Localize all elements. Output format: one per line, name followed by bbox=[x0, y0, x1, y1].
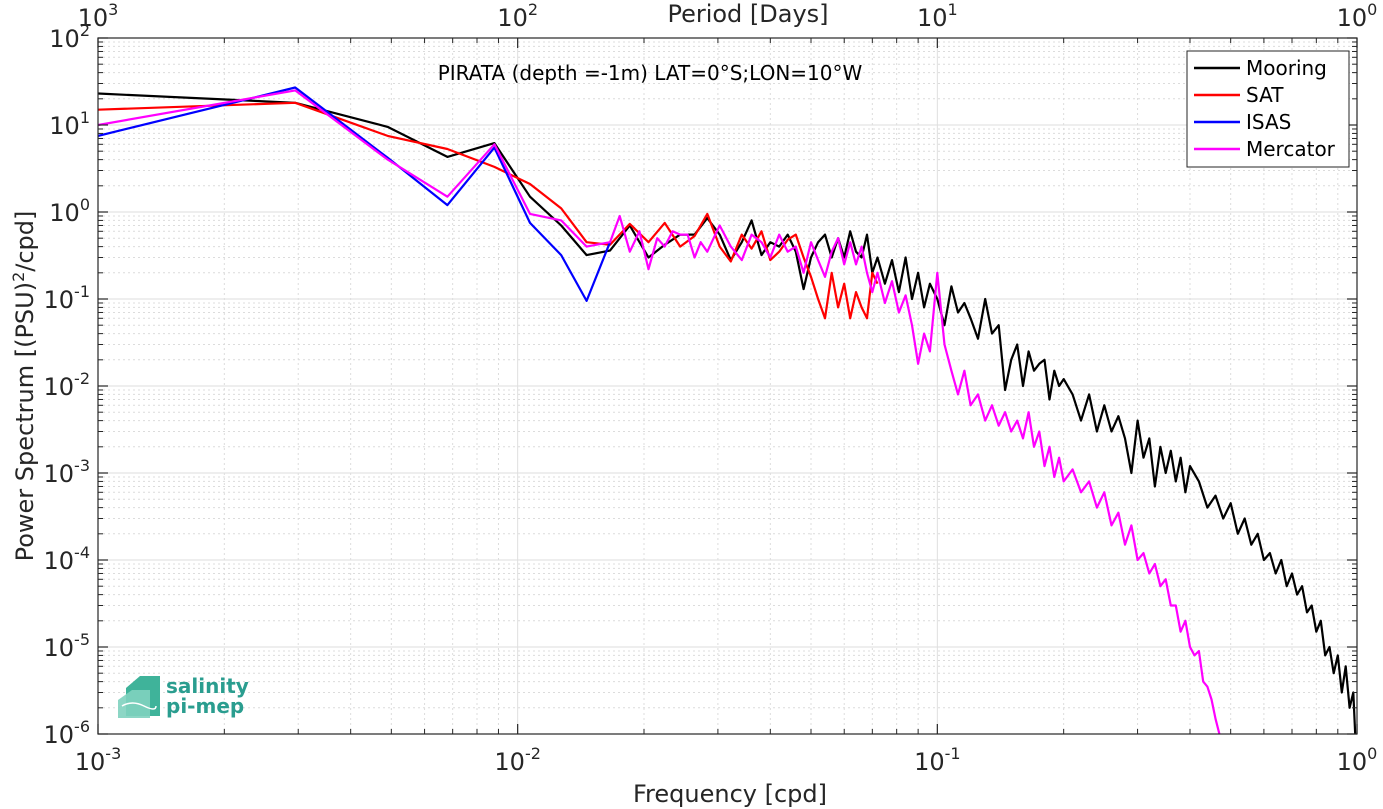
tick-marks bbox=[97, 37, 1358, 735]
x2-axis-label: Period [Days] bbox=[667, 0, 828, 28]
y-tick-label: 100 bbox=[49, 195, 90, 227]
legend-label-mooring: Mooring bbox=[1246, 56, 1327, 80]
y-axis-label: Power Spectrum [(PSU)2/cpd] bbox=[9, 211, 39, 562]
logo-line2: pi-mep bbox=[166, 694, 244, 718]
series-line-mercator bbox=[98, 89, 1221, 734]
legend-label-sat: SAT bbox=[1246, 83, 1284, 107]
x2-tick-label: 101 bbox=[917, 0, 958, 32]
x-axis-label: Frequency [cpd] bbox=[633, 780, 827, 808]
legend-label-mercator: Mercator bbox=[1246, 137, 1336, 161]
x2-tick-label: 103 bbox=[78, 0, 119, 32]
legend: Mooring SAT ISAS Mercator bbox=[1186, 50, 1350, 168]
x-tick-label: 100 bbox=[1337, 744, 1378, 776]
series-group bbox=[98, 86, 1357, 734]
salinity-logo-icon bbox=[118, 676, 160, 718]
chart-title: PIRATA (depth =-1m) LAT=0°S;LON=10°W bbox=[438, 61, 863, 85]
y-tick-label: 10-2 bbox=[44, 369, 91, 401]
x-tick-label: 10-3 bbox=[75, 744, 122, 776]
y-tick-label: 10-5 bbox=[44, 630, 91, 662]
y-tick-label: 10-1 bbox=[44, 282, 91, 314]
y-tick-label: 10-6 bbox=[44, 717, 91, 749]
logo: salinity pi-mep bbox=[118, 674, 249, 718]
x-tick-label: 10-1 bbox=[914, 744, 961, 776]
x2-tick-label: 100 bbox=[1337, 0, 1378, 32]
series-line-sat bbox=[98, 101, 879, 320]
y-tick-label: 10-3 bbox=[44, 456, 91, 488]
x2-tick-label: 102 bbox=[497, 0, 538, 32]
legend-box bbox=[1186, 50, 1350, 168]
logo-line1: salinity bbox=[166, 674, 249, 698]
y-tick-label: 10-4 bbox=[44, 543, 91, 575]
series-line-isas bbox=[98, 86, 612, 302]
series-line-mooring bbox=[98, 92, 1357, 734]
legend-label-isas: ISAS bbox=[1246, 110, 1291, 134]
y-tick-label: 102 bbox=[49, 21, 90, 53]
x-tick-label: 10-2 bbox=[494, 744, 541, 776]
y-tick-label: 101 bbox=[49, 108, 90, 140]
